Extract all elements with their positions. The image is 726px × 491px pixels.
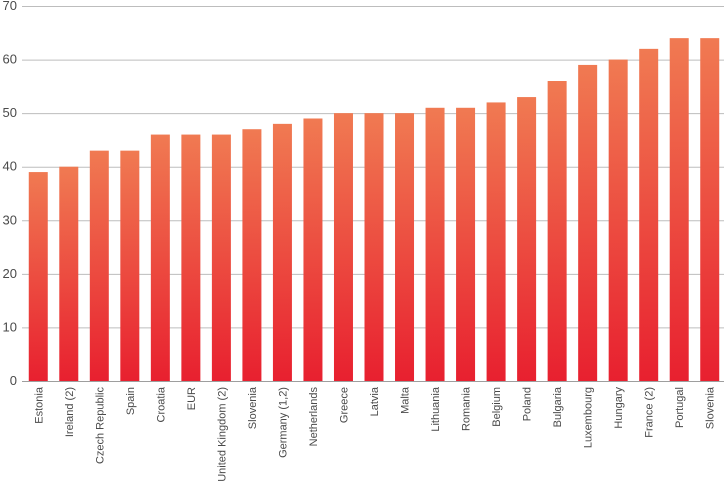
y-tick-label: 70 [3, 0, 17, 13]
x-tick-label: Lithuania [430, 386, 442, 432]
bar [272, 123, 292, 381]
bars [28, 38, 720, 382]
y-tick-label: 10 [3, 319, 17, 334]
x-tick-label: Poland [522, 387, 534, 421]
bar [608, 59, 628, 381]
y-tick-label: 60 [3, 52, 17, 67]
x-tick-label: Ireland (2) [64, 387, 76, 437]
bar [242, 129, 262, 381]
bar [700, 38, 720, 382]
bar [578, 64, 598, 381]
bar [639, 48, 659, 381]
bar [28, 172, 48, 381]
bar [486, 102, 506, 381]
y-tick-label: 40 [3, 159, 17, 174]
bar [547, 81, 567, 381]
bar [517, 97, 537, 382]
x-tick-label: Estonia [33, 386, 45, 424]
y-tick-label: 0 [10, 373, 17, 388]
x-tick-label: Germany (1,2) [277, 387, 289, 458]
bar [59, 166, 79, 381]
y-tick-label: 20 [3, 266, 17, 281]
x-tick-label: Hungary [613, 387, 625, 429]
x-tick-label: Romania [461, 386, 473, 431]
y-axis-ticks: 0 10 20 30 40 50 60 70 [3, 0, 17, 388]
x-tick-label: Czech Republic [94, 387, 106, 465]
bar [364, 113, 384, 382]
x-tick-label: Slovenia [705, 386, 717, 429]
x-tick-label: Croatia [155, 386, 167, 422]
bar [303, 118, 323, 381]
x-tick-label: EUR [186, 387, 198, 410]
x-axis-ticks: Estonia Ireland (2) Czech Republic Spain Cro… [33, 386, 716, 482]
x-tick-label: Malta [400, 386, 412, 414]
bar [89, 150, 109, 381]
x-tick-label: Latvia [369, 386, 381, 416]
bar [150, 134, 170, 381]
x-tick-label: Luxembourg [583, 387, 595, 448]
bar [211, 134, 231, 381]
x-tick-label: Portugal [674, 387, 686, 428]
x-tick-label: Spain [125, 387, 137, 415]
y-tick-label: 30 [3, 212, 17, 227]
bar [395, 113, 415, 382]
x-tick-label: Greece [338, 387, 350, 423]
bar [669, 38, 689, 382]
bar [333, 113, 353, 382]
bar [425, 107, 445, 382]
x-tick-label: Slovenia [247, 386, 259, 429]
bar [120, 150, 140, 381]
x-tick-label: Bulgaria [552, 386, 564, 427]
y-tick-label: 50 [3, 105, 17, 120]
x-tick-label: France (2) [644, 387, 656, 438]
bar [181, 134, 201, 381]
bar [456, 107, 476, 382]
x-tick-label: Belgium [491, 387, 503, 427]
x-tick-label: United Kingdom (2) [216, 387, 228, 482]
x-tick-label: Netherlands [308, 387, 320, 447]
